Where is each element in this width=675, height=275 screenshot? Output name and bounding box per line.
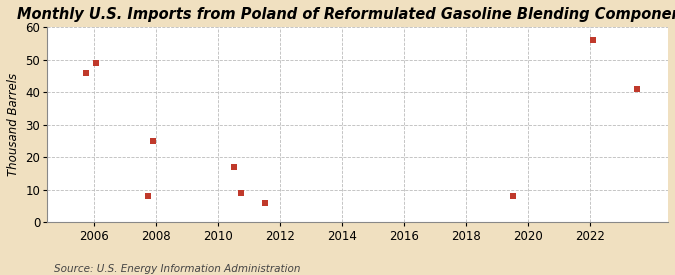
Point (236, 191, 246, 195)
Point (143, 194, 154, 198)
Title: Monthly U.S. Imports from Poland of Reformulated Gasoline Blending Components: Monthly U.S. Imports from Poland of Refo… (18, 7, 675, 22)
Point (91, 61, 102, 65)
Point (587, 38, 598, 42)
Point (508, 194, 518, 198)
Y-axis label: Thousand Barrels: Thousand Barrels (7, 73, 20, 176)
Point (259, 200, 270, 205)
Point (148, 139, 159, 143)
Text: Source: U.S. Energy Information Administration: Source: U.S. Energy Information Administ… (54, 264, 300, 274)
Point (81, 70, 92, 75)
Point (632, 87, 643, 91)
Point (228, 165, 239, 169)
